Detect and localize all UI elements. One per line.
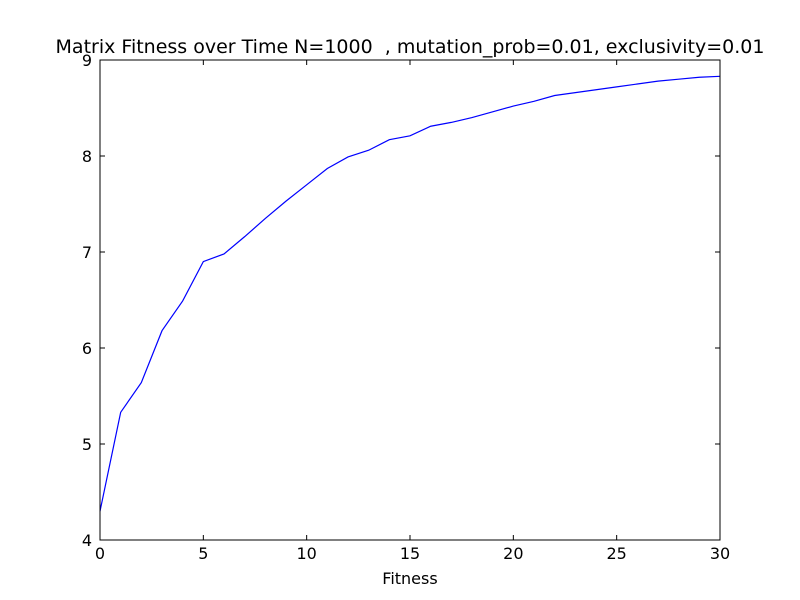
- chart-title: Matrix Fitness over Time N=1000 , mutati…: [56, 36, 765, 58]
- axis-ticks: 0 5 10 15 20 25 30 4 5 6 7 8 9: [82, 51, 730, 563]
- y-tick-label: 5: [82, 435, 92, 454]
- y-tick-label: 9: [82, 51, 92, 70]
- x-tick-label: 30: [710, 544, 730, 563]
- x-tick-label: 20: [503, 544, 523, 563]
- y-tick-label: 4: [82, 531, 92, 550]
- plot-area: [99, 75, 721, 512]
- x-tick-label: 15: [400, 544, 420, 563]
- x-axis-label: Fitness: [382, 569, 437, 588]
- y-tick-label: 7: [82, 243, 92, 262]
- y-tick-label: 8: [82, 147, 92, 166]
- series-line-0: [99, 75, 721, 512]
- x-tick-label: 10: [296, 544, 316, 563]
- x-tick-label: 0: [95, 544, 105, 563]
- x-tick-label: 25: [606, 544, 626, 563]
- x-tick-label: 5: [198, 544, 208, 563]
- y-tick-label: 6: [82, 339, 92, 358]
